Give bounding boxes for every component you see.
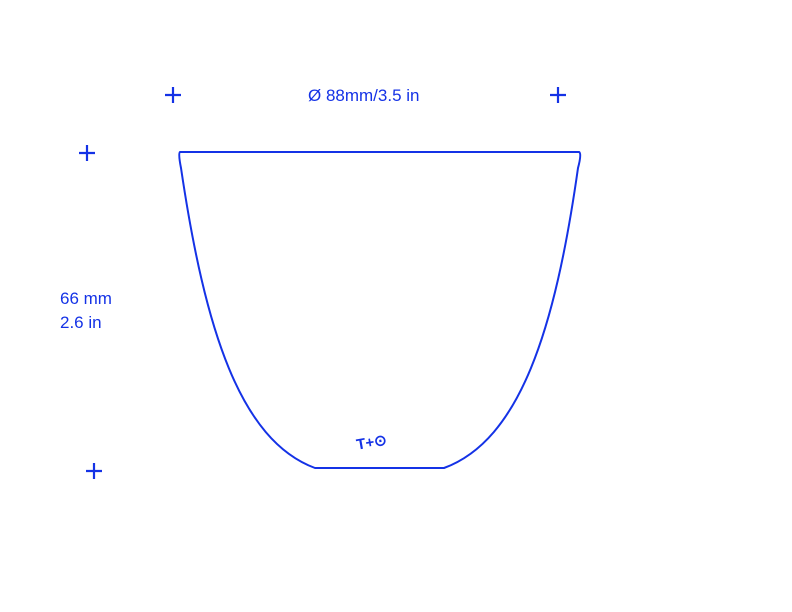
- crosshairs: [79, 87, 566, 479]
- crosshair: [550, 87, 566, 103]
- cup-outline: [178, 151, 582, 469]
- crosshair: [165, 87, 181, 103]
- logo: T+⊙: [355, 432, 388, 454]
- height-mm: 66 mm: [60, 289, 112, 308]
- crosshair: [79, 145, 95, 161]
- diameter-label: Ø 88mm/3.5 in: [308, 86, 420, 105]
- crosshair: [86, 463, 102, 479]
- height-in: 2.6 in: [60, 313, 102, 332]
